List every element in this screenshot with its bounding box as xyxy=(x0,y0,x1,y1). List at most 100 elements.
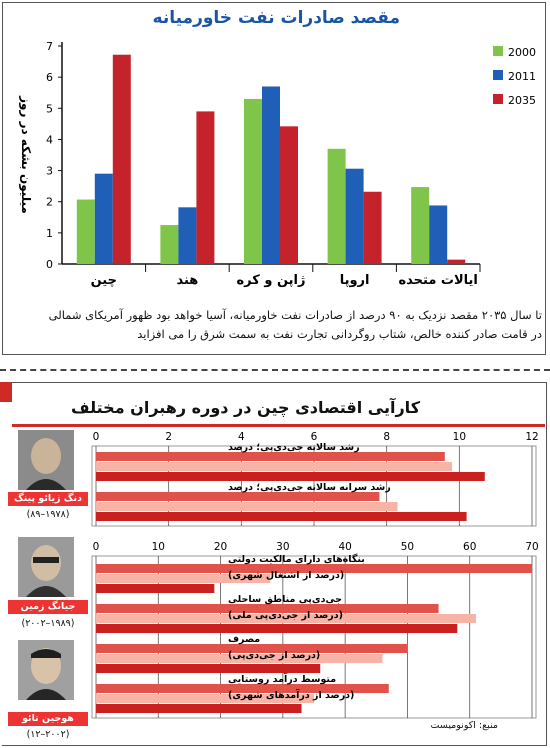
bar-هوجین تائو xyxy=(96,664,321,673)
leader-years-jiang: (۱۹۸۹–۲۰۰۲) xyxy=(21,618,75,629)
bar-هوجین تائو xyxy=(96,512,467,521)
x-category-label: هند xyxy=(176,273,198,288)
bar-2035 xyxy=(112,54,131,264)
bar-هوجین تائو xyxy=(96,704,302,713)
x-tick-label: 12 xyxy=(525,431,538,443)
bar-2035 xyxy=(196,111,215,265)
bar-2000 xyxy=(411,187,430,264)
source-note: منبع: اکونومیست xyxy=(430,720,498,731)
bar-2035 xyxy=(363,191,382,264)
bottom-chart-panel xyxy=(2,382,547,746)
x-tick-label: 8 xyxy=(383,431,390,443)
leader-years-deng: (۱۹۷۸–۸۹) xyxy=(26,509,70,520)
bar-2011 xyxy=(345,168,364,264)
bar-دنگ ژیائو پینگ xyxy=(96,684,389,693)
x-tick-label: 40 xyxy=(338,541,351,553)
x-tick-label: 50 xyxy=(401,541,414,553)
legend-label-2035: 2035 xyxy=(508,94,536,107)
x-category-label: ژاپن و کره xyxy=(237,273,306,288)
leader-name-deng: دنگ ژیائو پینگ xyxy=(8,492,88,506)
top-chart-panel xyxy=(2,2,546,355)
legend-label-2011: 2011 xyxy=(508,70,536,83)
x-tick-label: 4 xyxy=(238,431,245,443)
x-tick-label: 0 xyxy=(93,541,100,553)
y-axis-title: میلیون بشکه در روز xyxy=(18,95,33,214)
x-tick-label: 0 xyxy=(93,431,100,443)
bar-جیانگ زمین xyxy=(96,694,314,703)
bar-دنگ ژیائو پینگ xyxy=(96,452,445,461)
title-rule xyxy=(12,424,545,427)
portrait-jiang-icon xyxy=(18,537,74,597)
legend-label-2000: 2000 xyxy=(508,46,536,59)
bar-هوجین تائو xyxy=(96,624,458,633)
leader-name-jiang: جیانگ زمین xyxy=(8,600,88,614)
structure-chart: 0 10 20 30 40 50 60 70 بنگاه‌های دارای مالکیت دو… xyxy=(91,541,539,719)
y-tick-label: 5 xyxy=(46,102,53,115)
bar-2035 xyxy=(447,259,466,264)
y-tick-label: 0 xyxy=(46,258,53,271)
y-tick-label: 7 xyxy=(46,40,53,53)
x-tick-label: 2 xyxy=(165,431,172,443)
x-category-label: اروپا xyxy=(340,273,370,288)
x-tick-label: 10 xyxy=(152,541,165,553)
portrait-icon xyxy=(18,640,74,700)
oil-chart-legend: 2000 2011 2035 xyxy=(493,46,536,107)
x-tick-label: 70 xyxy=(525,541,538,553)
x-tick-label: 10 xyxy=(453,431,466,443)
bar-دنگ ژیائو پینگ xyxy=(96,644,408,653)
top-caption-line-1: تا سال ۲۰۳۵ مقصد نزدیک به ۹۰ درصد از صاد… xyxy=(48,308,542,322)
y-tick-label: 2 xyxy=(46,196,53,209)
category-label: بنگاه‌های دارای مالکیت دولتی (درصد از اشت… xyxy=(228,553,365,581)
top-chart-title: مقصد صادرات نفت خاورمیانه xyxy=(152,8,400,28)
bar-جیانگ زمین xyxy=(96,654,383,663)
bar-2000 xyxy=(76,199,95,264)
bar-2011 xyxy=(94,173,113,264)
red-accent-block xyxy=(0,382,12,402)
bar-دنگ ژیائو پینگ xyxy=(96,604,439,613)
bar-هوجین تائو xyxy=(96,584,215,593)
portrait-icon xyxy=(18,430,74,490)
y-tick-label: 1 xyxy=(46,227,53,240)
oil-chart-bars xyxy=(76,54,466,265)
top-caption: تا سال ۲۰۳۵ مقصد نزدیک به ۹۰ درصد از صاد… xyxy=(8,306,542,344)
bar-2000 xyxy=(244,98,262,264)
bar-2000 xyxy=(160,225,179,264)
x-category-label: چین xyxy=(91,273,117,288)
legend-swatch-2000 xyxy=(493,46,503,56)
bar-جیانگ زمین xyxy=(96,574,271,583)
oil-export-chart: 0 1 2 3 4 5 6 7 میلیون بشکه در روز چین هند ژاپن و ک… xyxy=(18,40,536,288)
category-label: متوسط درآمد روستایی (درصد از درآمدهای شهر… xyxy=(228,672,354,701)
growth-chart: 0 2 4 6 8 10 12 رشد سالانه جی‌دی‌پی؛ درصد رشد سر… xyxy=(91,431,539,527)
bar-2035 xyxy=(280,126,298,264)
bar-جیانگ زمین xyxy=(96,502,398,511)
x-category-label: ایالات متحده xyxy=(398,273,477,288)
bar-جیانگ زمین xyxy=(96,614,476,623)
bar-دنگ ژیائو پینگ xyxy=(96,564,532,573)
bottom-chart-title: کارآیی اقتصادی چین در دوره رهبران مختلف xyxy=(71,398,420,417)
y-tick-label: 4 xyxy=(46,133,53,146)
bar-2011 xyxy=(178,207,197,264)
bar-2011 xyxy=(262,86,280,264)
portrait-icon xyxy=(18,537,74,597)
top-caption-line-2: در قامت صادر کننده خالص، شتاب روگردانی ت… xyxy=(137,327,542,341)
bar-2011 xyxy=(429,205,448,264)
x-tick-label: 6 xyxy=(311,431,318,443)
bar-جیانگ زمین xyxy=(96,462,453,471)
category-label: رشد سالانه جی‌دی‌پی؛ درصد xyxy=(228,442,360,453)
y-tick-label: 6 xyxy=(46,71,53,84)
portrait-deng-icon xyxy=(18,430,74,490)
x-tick-label: 60 xyxy=(463,541,476,553)
portrait-hu-icon xyxy=(18,640,74,700)
bar-2000 xyxy=(327,148,346,264)
category-label: جی‌دی‌پی مناطق ساحلی (درصد از جی‌دی‌پی مل… xyxy=(228,594,343,621)
legend-swatch-2035 xyxy=(493,94,503,104)
category-label: مصرف (درصد از جی‌دی‌پی) xyxy=(228,634,320,661)
plot-frame xyxy=(91,555,537,719)
category-label: رشد سرانه سالانه جی‌دی‌پی؛ درصد xyxy=(228,482,391,493)
x-tick-label: 30 xyxy=(276,541,289,553)
leaders-column: دنگ ژیائو پینگ (۱۹۷۸–۸۹) جیانگ زمین (۱۹۸… xyxy=(8,430,88,748)
x-tick-label: 20 xyxy=(214,541,227,553)
bar-دنگ ژیائو پینگ xyxy=(96,492,380,501)
legend-swatch-2011 xyxy=(493,70,503,80)
